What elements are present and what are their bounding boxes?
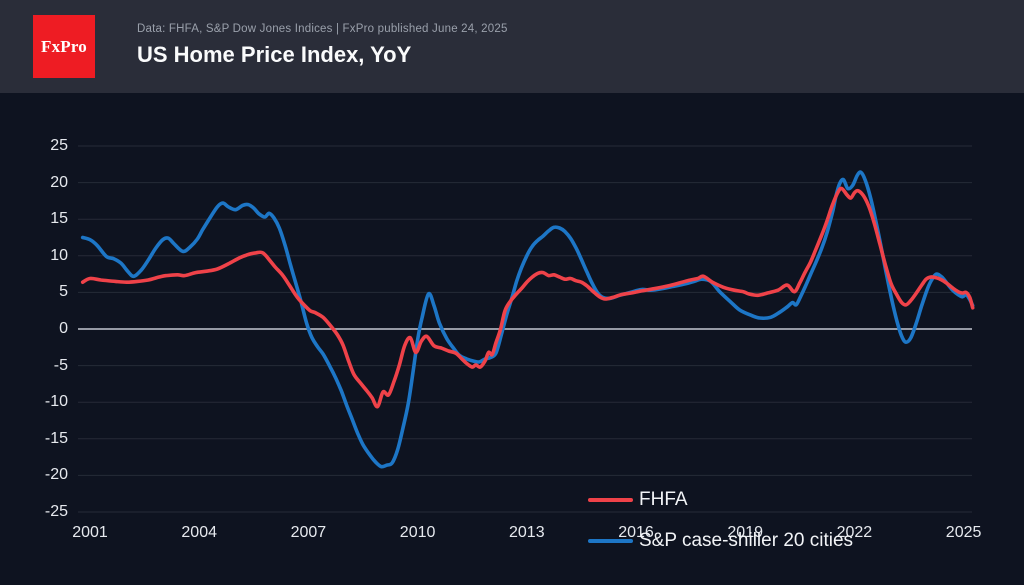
fhfa-line-swatch (588, 497, 633, 503)
y-axis-tick-label: 10 (50, 246, 68, 264)
legend-item-case-shiller: S&P case-shiller 20 cities (588, 529, 853, 553)
x-axis-tick-label: 2010 (399, 524, 436, 541)
y-axis-tick-label: -5 (53, 356, 68, 374)
case-shiller-line (80, 170, 975, 469)
x-axis-tick-label: 2013 (509, 524, 545, 541)
data-source-note: Data: FHFA, S&P Dow Jones Indices | FxPr… (137, 23, 508, 35)
case-shiller-line-swatch (588, 538, 633, 544)
y-axis-tick-label: 15 (50, 210, 68, 228)
x-axis-tick-label: 2016 (618, 524, 654, 541)
header-bar: FxPro Data: FHFA, S&P Dow Jones Indices … (0, 0, 1024, 93)
x-axis-tick-label: 2001 (72, 524, 108, 541)
x-axis-tick-label: 2025 (945, 524, 982, 541)
legend-item-fhfa: FHFA (588, 488, 688, 512)
legend-label-fhfa: FHFA (639, 489, 688, 510)
y-axis-tick-label: 0 (59, 320, 68, 337)
x-axis-tick-label: 2019 (727, 524, 763, 541)
y-axis-tick-label: 25 (50, 137, 68, 154)
y-axis-tick-label: 20 (50, 173, 68, 191)
y-axis-tick-label: 5 (59, 283, 68, 301)
page-title: US Home Price Index, YoY (137, 42, 412, 67)
x-axis-tick-label: 2022 (836, 524, 873, 541)
legend-label-case-shiller: S&P case-shiller 20 cities (639, 530, 854, 551)
fhfa-line (80, 186, 975, 409)
x-axis-tick-label: 2004 (181, 524, 217, 541)
x-axis-tick-label: 2007 (290, 524, 327, 541)
y-axis-tick-label: -10 (44, 393, 68, 411)
y-axis-tick-label: -15 (44, 429, 68, 447)
y-axis-tick-label: -25 (44, 503, 68, 520)
home-price-index-chart: 25 20 15 10 5 0 -5 -10 -15 -20 -25 2001 2004 2007 201… (0, 93, 1024, 585)
fxpro-logo: FxPro (33, 15, 95, 78)
y-axis-tick-label: -20 (44, 466, 68, 484)
chart-canvas (78, 145, 975, 513)
